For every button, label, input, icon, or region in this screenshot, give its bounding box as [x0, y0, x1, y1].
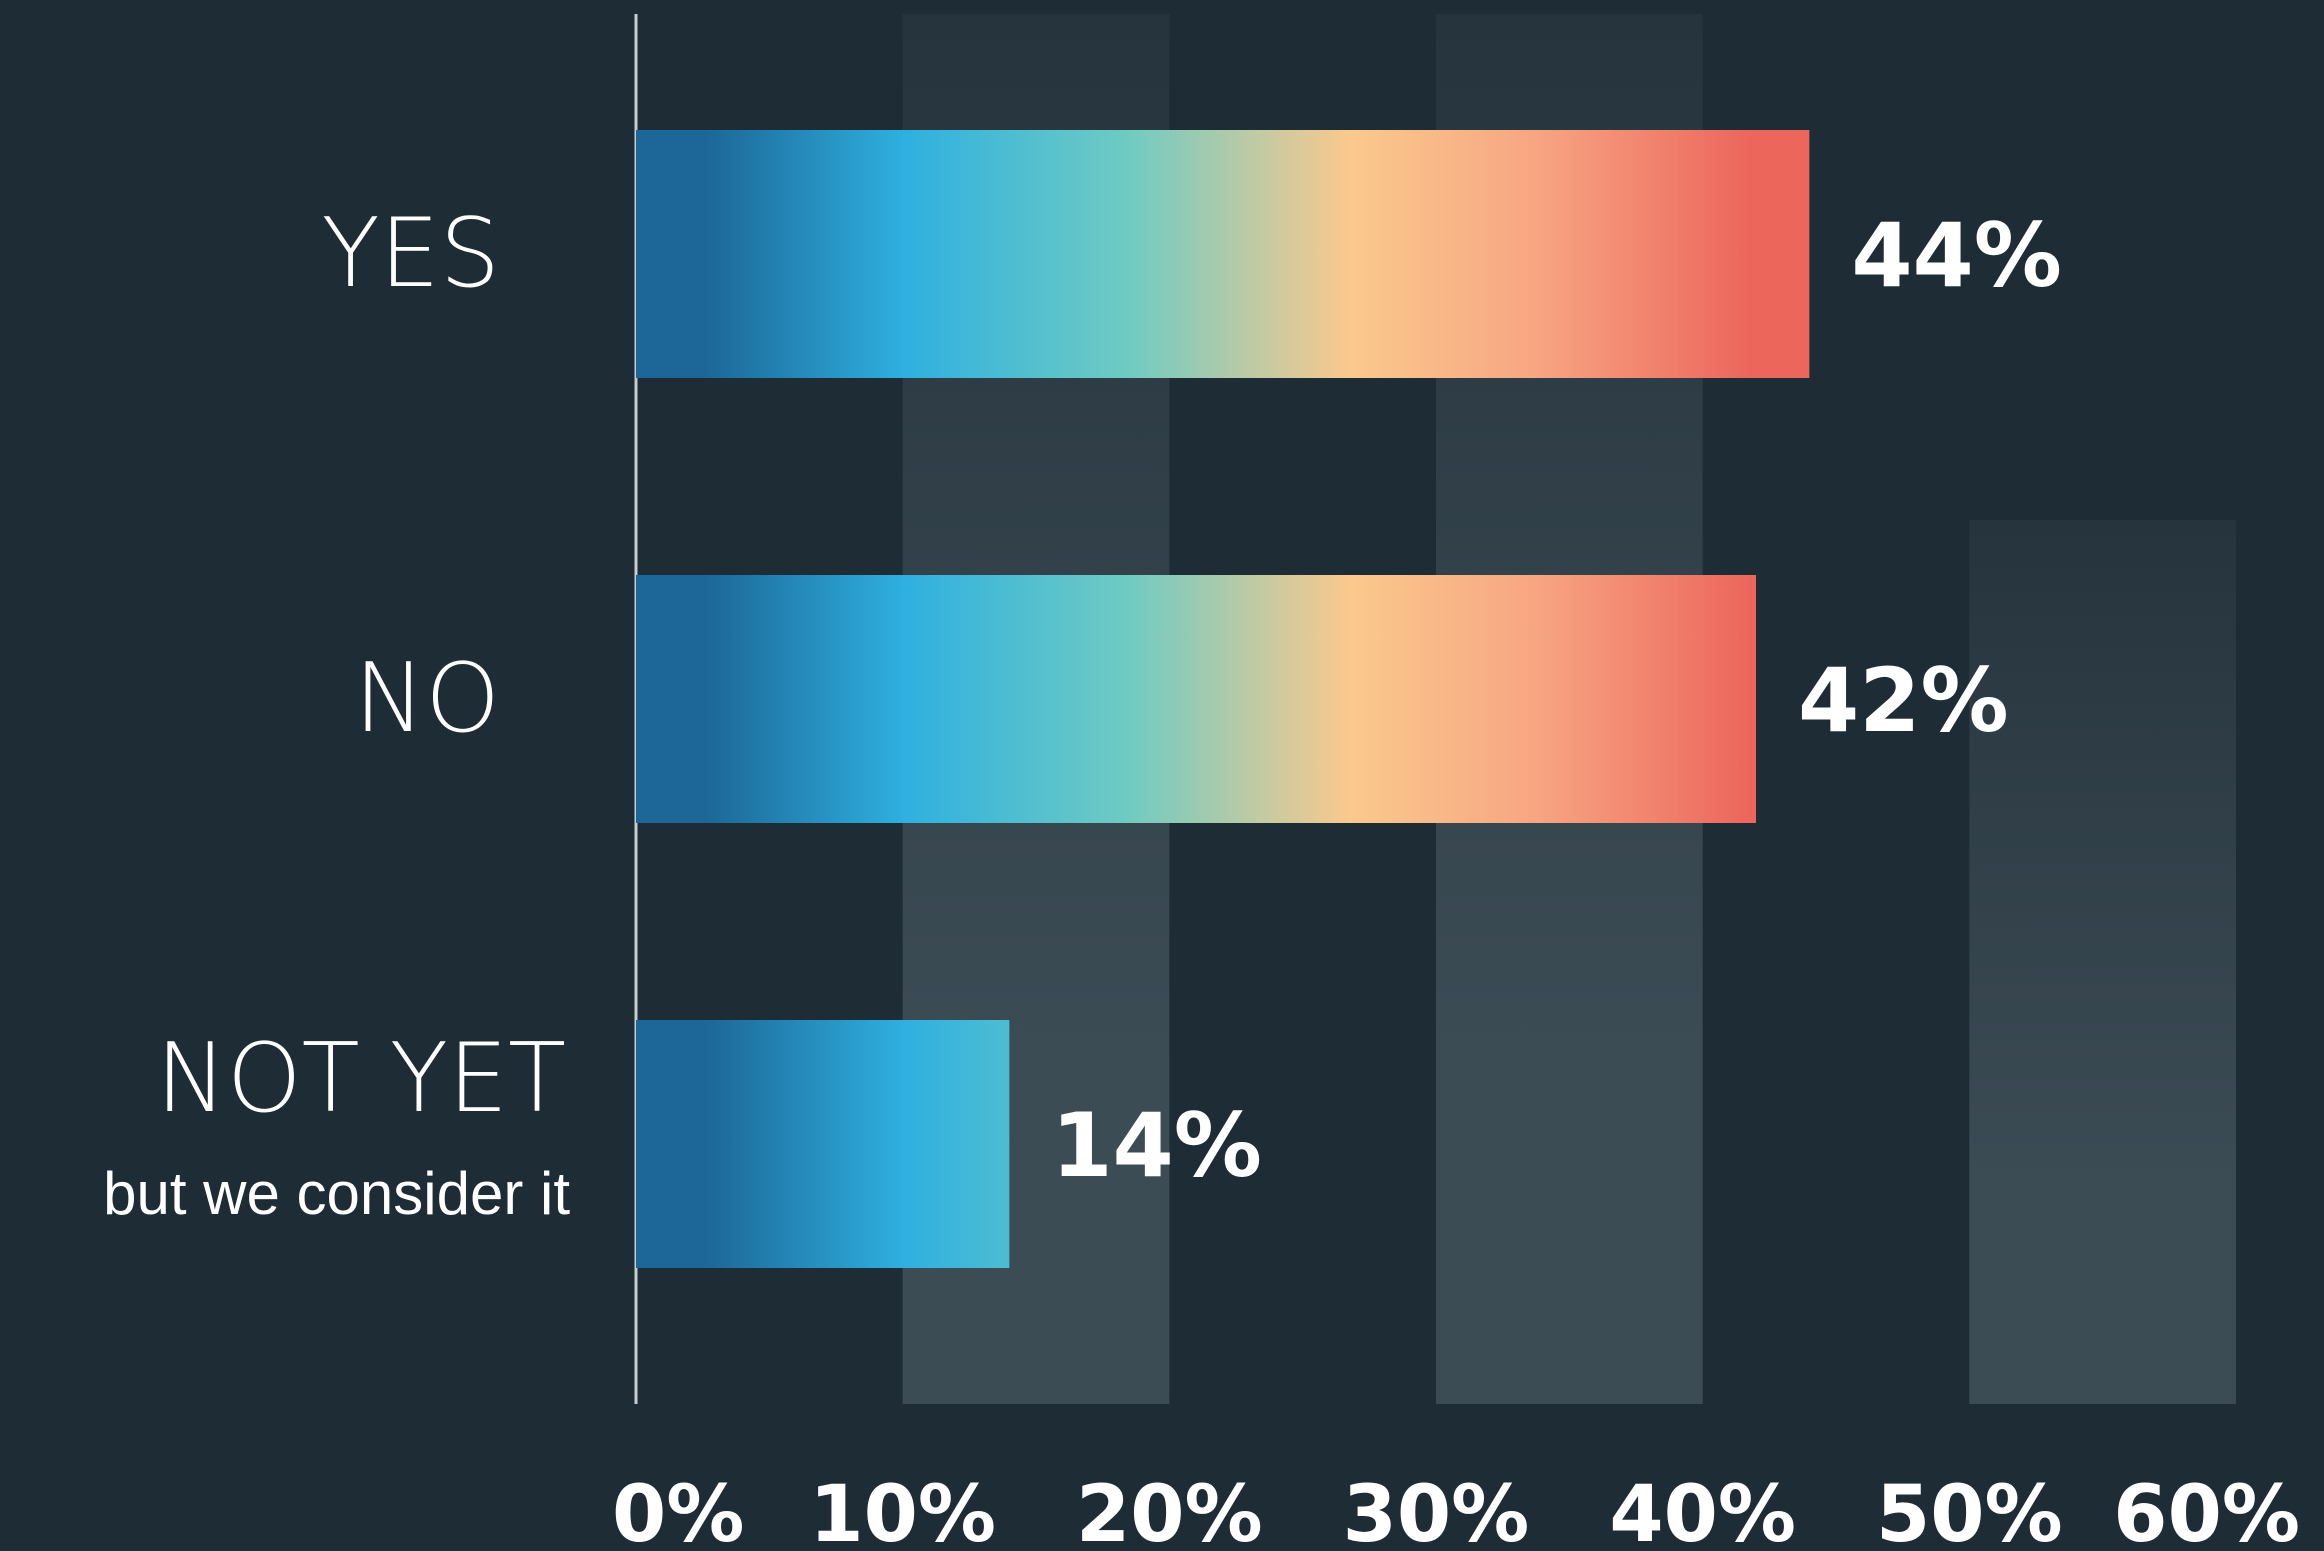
- x-axis-ticks: 0% 10% 20% 30% 40% 50% 60%: [612, 1470, 2300, 1551]
- tick-label: 10%: [809, 1470, 996, 1551]
- value-label: 44%: [1851, 204, 2062, 307]
- grid-band: [1969, 520, 2236, 1404]
- bar-not-yet: [636, 1020, 1010, 1268]
- category-label: YES: [322, 199, 500, 309]
- category-sublabel: but we consider it: [103, 1160, 570, 1227]
- tick-label: 20%: [1076, 1470, 1263, 1551]
- tick-label: 30%: [1343, 1470, 1530, 1551]
- bar-yes: [636, 130, 1810, 378]
- tick-label: 50%: [1876, 1470, 2063, 1551]
- category-labels: YES NO NOT YET but we consider it: [103, 199, 570, 1227]
- bar-no: [636, 575, 1756, 823]
- value-label: 14%: [1051, 1094, 1262, 1197]
- value-label: 42%: [1798, 649, 2009, 752]
- bars-group: [636, 130, 1810, 1268]
- value-labels: 44% 42% 14%: [1051, 204, 2062, 1197]
- tick-label: 40%: [1609, 1470, 1796, 1551]
- tick-label: 60%: [2113, 1470, 2300, 1551]
- category-label: NOT YET: [156, 1024, 566, 1134]
- category-label: NO: [354, 644, 500, 754]
- tick-label: 0%: [612, 1470, 744, 1551]
